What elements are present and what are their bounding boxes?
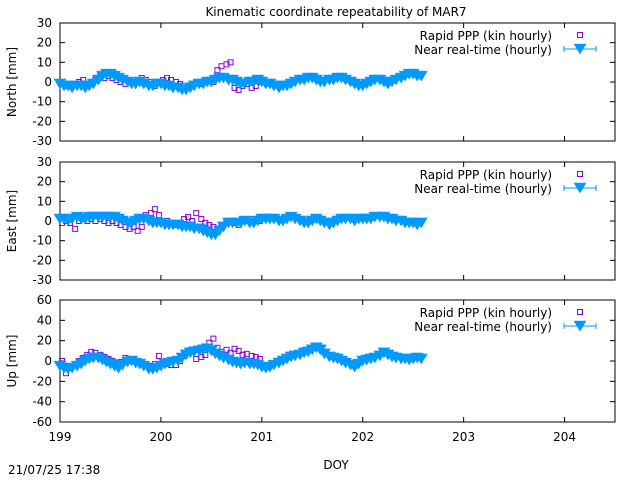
y-tick-label: 40 bbox=[37, 313, 52, 327]
legend-symbol bbox=[577, 32, 583, 38]
rapid-ppp-point bbox=[235, 347, 242, 354]
x-tick-label: 200 bbox=[149, 430, 172, 444]
near-real-time-point bbox=[414, 217, 428, 229]
rapid-ppp-point bbox=[181, 216, 188, 223]
rapid-ppp-point bbox=[155, 352, 162, 359]
y-tick-label: 10 bbox=[37, 55, 52, 69]
y-tick-label: -30 bbox=[32, 273, 52, 287]
rapid-ppp-point bbox=[185, 214, 192, 221]
rapid-ppp-point bbox=[105, 219, 112, 226]
rapid-ppp-point bbox=[193, 210, 200, 217]
y-tick-label: -20 bbox=[32, 114, 52, 128]
rapid-ppp-point bbox=[206, 221, 213, 228]
series-near-real-time bbox=[53, 211, 428, 241]
legend-symbol bbox=[573, 320, 587, 332]
y-tick-label: 0 bbox=[44, 214, 52, 228]
near-real-time-point bbox=[414, 353, 428, 365]
rapid-ppp-point bbox=[163, 75, 170, 82]
panel-1: 30 20 10 0 -10 -20 -30 North [mm] Rapid PPP (kin… bbox=[5, 16, 616, 148]
rapid-ppp-point bbox=[223, 346, 230, 353]
legend-label: Near real-time (hourly) bbox=[414, 43, 552, 57]
legend-symbol bbox=[573, 182, 587, 194]
y-tick-label: 30 bbox=[37, 155, 52, 169]
x-tick-label: 199 bbox=[49, 430, 72, 444]
rapid-ppp-point bbox=[239, 351, 246, 358]
rapid-ppp-point bbox=[155, 212, 162, 219]
y-tick-label: 20 bbox=[37, 36, 52, 50]
series-near-real-time bbox=[53, 342, 428, 375]
rapid-ppp-point bbox=[231, 84, 238, 91]
legend-symbol bbox=[577, 309, 583, 315]
y-axis-title: North [mm] bbox=[5, 47, 19, 117]
y-tick-label: -30 bbox=[32, 134, 52, 148]
rapid-ppp-point bbox=[126, 225, 133, 232]
y-tick-label: 60 bbox=[37, 293, 52, 307]
legend-label: Near real-time (hourly) bbox=[414, 182, 552, 196]
y-tick-label: -10 bbox=[32, 234, 52, 248]
rapid-ppp-point bbox=[134, 227, 141, 234]
legend-label: Rapid PPP (kin hourly) bbox=[420, 29, 552, 43]
y-tick-label: 0 bbox=[44, 75, 52, 89]
rapid-ppp-point bbox=[248, 352, 255, 359]
y-tick-label: 20 bbox=[37, 334, 52, 348]
rapid-ppp-point bbox=[210, 335, 217, 342]
x-axis-title: DOY bbox=[323, 458, 349, 472]
rapid-ppp-point bbox=[235, 86, 242, 93]
legend-label: Rapid PPP (kin hourly) bbox=[420, 168, 552, 182]
y-tick-label: 0 bbox=[44, 354, 52, 368]
legend-symbol bbox=[577, 171, 583, 177]
footer-timestamp: 21/07/25 17:38 bbox=[8, 463, 100, 477]
near-real-time-point bbox=[414, 70, 428, 82]
panel-2: 30 20 10 0 -10 -20 -30 East [mm] Rapid PPP (kin … bbox=[5, 155, 616, 287]
chart-title: Kinematic coordinate repeatability of MA… bbox=[205, 5, 466, 19]
y-tick-label: 10 bbox=[37, 194, 52, 208]
rapid-ppp-point bbox=[147, 210, 154, 217]
y-tick-label: -20 bbox=[32, 374, 52, 388]
x-tick-label: 201 bbox=[250, 430, 273, 444]
rapid-ppp-point bbox=[151, 206, 158, 213]
y-tick-label: -40 bbox=[32, 395, 52, 409]
x-tick-label: 204 bbox=[553, 430, 576, 444]
x-tick-label: 202 bbox=[351, 430, 374, 444]
rapid-ppp-point bbox=[227, 59, 234, 66]
y-axis-title: East [mm] bbox=[5, 190, 19, 252]
y-tick-label: 30 bbox=[37, 16, 52, 30]
rapid-ppp-point bbox=[72, 225, 79, 232]
x-tick-label: 203 bbox=[452, 430, 475, 444]
legend-label: Near real-time (hourly) bbox=[414, 320, 552, 334]
rapid-ppp-point bbox=[138, 223, 145, 230]
y-tick-label: 20 bbox=[37, 175, 52, 189]
rapid-ppp-point bbox=[248, 84, 255, 91]
y-tick-label: -10 bbox=[32, 95, 52, 109]
legend-label: Rapid PPP (kin hourly) bbox=[420, 306, 552, 320]
rapid-ppp-point bbox=[202, 351, 209, 358]
legend-symbol bbox=[573, 43, 587, 55]
rapid-ppp-point bbox=[198, 216, 205, 223]
rapid-ppp-point bbox=[223, 61, 230, 68]
y-axis-title: Up [mm] bbox=[5, 335, 19, 388]
rapid-ppp-point bbox=[202, 219, 209, 226]
y-tick-label: -60 bbox=[32, 415, 52, 429]
rapid-ppp-point bbox=[214, 67, 221, 74]
series-near-real-time bbox=[53, 68, 428, 96]
rapid-ppp-point bbox=[193, 355, 200, 362]
y-tick-label: -20 bbox=[32, 253, 52, 267]
